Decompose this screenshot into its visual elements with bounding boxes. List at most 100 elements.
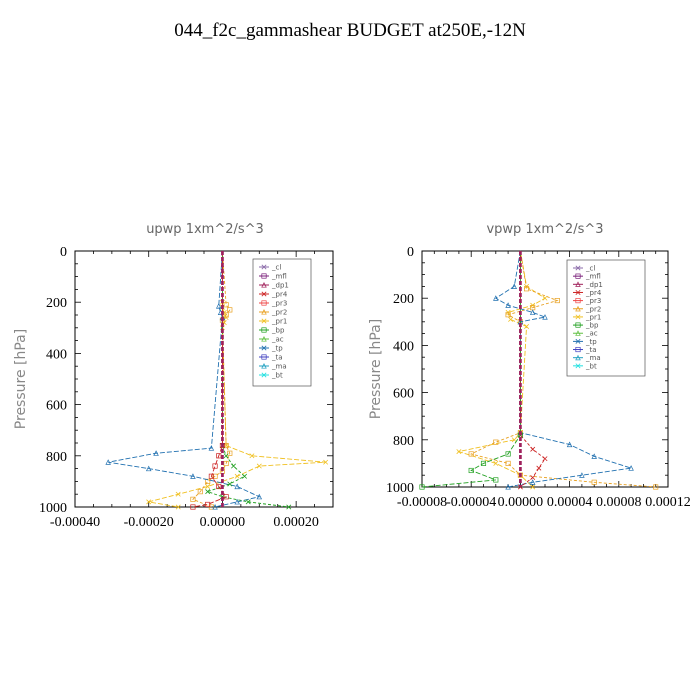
panel-title: upwp 1xm^2/s^3 [146,222,264,237]
data-point [536,465,542,471]
x-tick-label: 0.00012 [645,495,691,510]
data-point [529,479,536,485]
series-line_pr1 [148,251,326,508]
legend-marker [575,363,581,369]
data-point [190,473,196,479]
legend-marker [575,298,581,304]
legend-entry: _pr1 [271,318,287,326]
series_pr4 [190,251,229,510]
legend-marker [575,281,581,287]
legend-entry: _bp [271,327,285,335]
series_pr4 [517,251,548,490]
y-tick-label: 0 [407,245,414,260]
legend-entry: _mfl [271,273,287,281]
data-point [653,484,659,490]
data-point [256,463,262,469]
legend-entry: _ac [585,330,598,338]
x-tick-label: -0.00020 [124,515,174,530]
series-line_bp [421,251,521,488]
data-point [468,467,474,474]
legend-entry: _ac [271,336,284,344]
data-point [511,283,518,289]
x-tick-label: 0.00000 [498,495,544,510]
data-point [530,484,536,490]
data-point [208,445,215,451]
data-point [249,453,255,459]
y-tick-label: 600 [393,387,414,402]
series-line_tp [108,250,261,508]
y-tick-label: 0 [60,245,67,260]
legend-entry: _mfl [585,273,601,281]
data-point [524,324,530,330]
data-point [205,478,211,484]
legend-marker [575,305,581,312]
data-point [523,286,530,292]
y-tick-label: 400 [46,347,67,362]
series_pr2 [190,250,233,510]
data-point [227,307,233,313]
data-point [456,449,462,455]
legend-marker [575,338,581,344]
legend-entry: _pr4 [271,291,288,299]
data-point [628,465,634,471]
legend-entry: _cl [585,265,595,273]
data-point [493,460,499,466]
data-point [197,489,203,495]
series_bp [419,251,523,490]
data-point [480,460,487,466]
legend-entry: _dp1 [271,282,289,290]
legend-marker [575,289,581,295]
data-point [223,453,229,459]
legend-marker [261,345,267,351]
data-point [190,504,196,510]
data-point [146,499,152,505]
series-line_pr2 [192,250,231,508]
legend: _cl_mfl_dp1_pr4_pr3_pr2_pr1_bp_ac_tp_ta_… [252,258,312,387]
data-point [223,460,229,467]
series_pr1 [146,251,329,510]
legend-marker [261,318,267,324]
data-point [227,450,233,456]
data-point [223,312,229,318]
legend-marker [261,264,267,270]
series_tp [105,250,263,510]
legend-marker [575,322,581,328]
y-tick-label: 200 [393,292,414,307]
y-tick-label: 1000 [386,481,414,496]
legend-marker [575,330,581,336]
data-point [212,504,218,510]
y-tick-label: 400 [393,339,414,354]
data-point [223,443,229,449]
data-point [468,451,474,457]
legend-box [566,259,646,377]
data-point [323,459,329,465]
data-point [234,483,240,490]
legend-marker [575,265,581,271]
data-point [286,504,292,510]
data-point [493,477,499,483]
y-axis-label: Pressure [hPa] [13,329,29,429]
legend-marker [261,336,267,342]
legend-marker [575,354,581,361]
legend-entry: _bp [585,322,599,330]
data-point [242,473,248,479]
legend-entry: _pr2 [271,309,287,317]
y-axis-label: Pressure [hPa] [368,319,384,419]
x-tick-label: -0.00040 [50,515,100,530]
data-point [505,302,511,308]
y-tick-label: 800 [393,434,414,449]
panel-title: vpwp 1xm^2/s^3 [486,222,603,237]
data-point [493,295,499,301]
legend-marker [261,309,267,315]
data-point [205,501,211,507]
data-point [216,483,222,490]
data-point [212,473,218,479]
y-tick-label: 800 [46,450,67,465]
legend-marker [261,282,267,288]
data-point [505,460,511,466]
legend-marker [575,346,581,353]
data-point [419,484,425,490]
legend-entry: _pr2 [585,305,601,313]
x-tick-label: 0.00020 [273,515,319,530]
data-point [216,453,222,459]
